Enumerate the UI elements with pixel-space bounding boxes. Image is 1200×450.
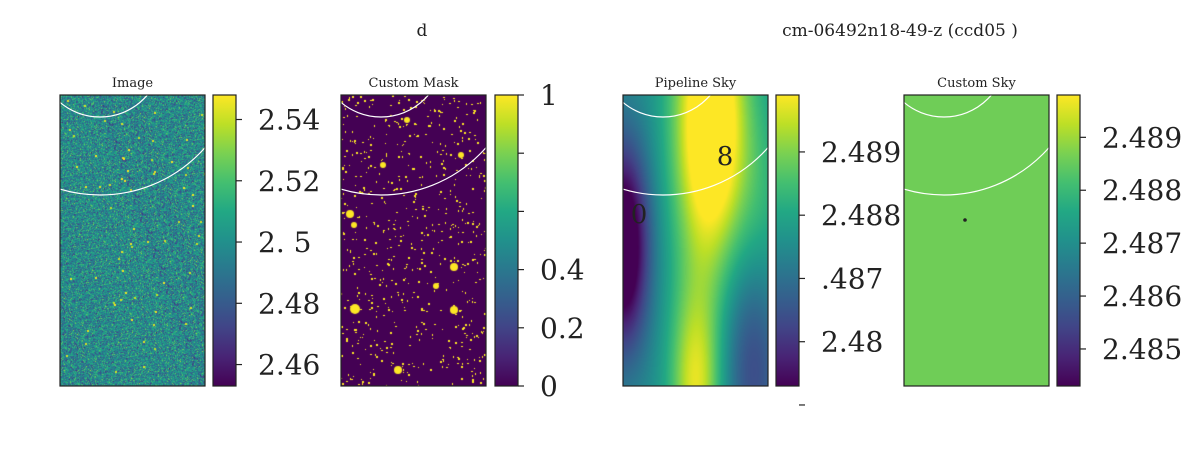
overlay-circles — [341, 35, 486, 196]
panel-frame — [903, 94, 1050, 387]
panel-image: Image 2.54 2.52 2. 5 2.48 2.46 — [59, 35, 320, 387]
colorbar-tick-label: .487 — [821, 262, 883, 295]
overlay-circle — [623, 146, 768, 196]
overlay-circles — [60, 35, 205, 196]
overlay-circle — [643, 35, 683, 75]
heatmap-image — [60, 95, 205, 386]
colorbar — [775, 94, 800, 387]
panel-frame — [622, 94, 769, 387]
panel-frame — [59, 94, 206, 387]
colorbar-tick-label: 0.4 — [540, 254, 585, 287]
overlay-circle — [361, 35, 401, 75]
colorbar-tick-label: 0.2 — [540, 312, 585, 345]
panel-title: Custom Sky — [937, 76, 1016, 91]
overlay-circle — [904, 146, 1049, 196]
colorbar-tick-label: 2.488 — [821, 199, 901, 232]
overlay-circle — [924, 35, 964, 75]
overlay-circle — [60, 146, 205, 196]
colorbar-tick-label: 0 — [540, 370, 558, 403]
annotation-label: 0 — [631, 200, 648, 230]
overlay-circle — [341, 146, 486, 196]
figure-title-right: cm-06492n18-49-z (ccd05 ) — [782, 21, 1018, 41]
heatmap-image — [341, 95, 486, 386]
colorbar-tick-label: 2.48 — [258, 287, 320, 320]
overlay-circle — [623, 95, 712, 118]
colorbar — [1056, 94, 1081, 387]
colorbar-tick-label: 2.54 — [258, 104, 320, 137]
overlay-circles — [623, 35, 768, 196]
heatmap-image — [904, 95, 1049, 386]
panel-pipeline-sky: Pipeline Sky 8 0 2.489 2.488 .487 2.48 — [622, 35, 901, 406]
heatmap-image — [623, 95, 768, 386]
figure-title-left: d — [417, 21, 428, 41]
colorbar-tick-label: 2.487 — [1102, 227, 1182, 260]
overlay-circles — [904, 35, 1049, 196]
colorbar-tick-label: 2.488 — [1102, 174, 1182, 207]
colorbar-tick-label: 2.52 — [258, 165, 320, 198]
panel-title: Custom Mask — [368, 76, 458, 91]
colorbar-tick-label: 2.48 — [821, 326, 883, 359]
panel-custom-mask: Custom Mask 1 0.4 0.2 0 — [340, 35, 585, 403]
center-dot — [963, 218, 967, 222]
panel-frame — [340, 94, 487, 387]
overlay-circle — [60, 95, 149, 118]
panel-title: Image — [112, 76, 154, 91]
overlay-circle — [80, 35, 120, 75]
overlay-circle — [904, 95, 993, 118]
colorbar-tick-label: 2.46 — [258, 349, 320, 382]
panel-title: Pipeline Sky — [655, 76, 737, 91]
annotation-label: 8 — [717, 142, 734, 172]
colorbar-tick-label: 1 — [540, 79, 558, 112]
colorbar-tick-label: 2.489 — [821, 136, 901, 169]
colorbar-tick-label: 2.485 — [1102, 333, 1182, 366]
colorbar-tick-label: 2. 5 — [258, 226, 311, 259]
colorbar-tick-label: 2.486 — [1102, 280, 1182, 313]
overlay-circle — [341, 95, 430, 118]
colorbar — [212, 94, 237, 387]
panel-custom-sky: Custom Sky 2.489 2.488 2.487 2.486 2.485 — [903, 35, 1182, 387]
colorbar — [494, 94, 519, 387]
colorbar-tick-label: 2.489 — [1102, 121, 1182, 154]
